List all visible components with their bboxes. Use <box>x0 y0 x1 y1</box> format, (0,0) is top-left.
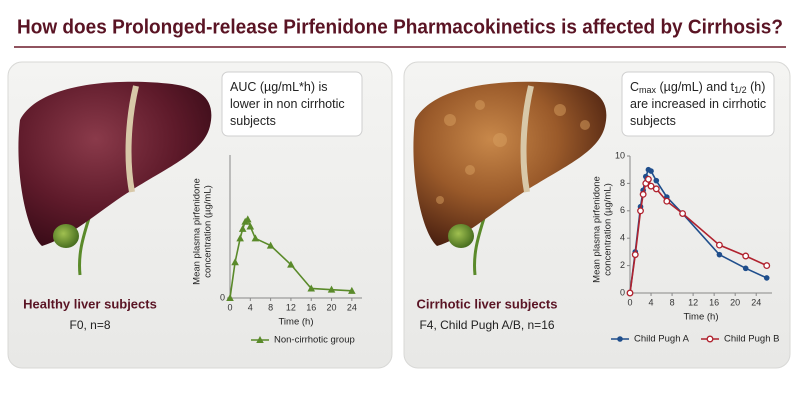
callout-segment: are increased in cirrhotic <box>630 97 766 111</box>
y-axis-label: Mean plasma pirfenidone <box>192 178 203 285</box>
x-axis-label: Time (h) <box>683 312 718 323</box>
callout-segment: (µg/mL) and t <box>656 80 735 94</box>
marker <box>644 175 652 183</box>
x-tick-label: 12 <box>688 297 698 307</box>
marker <box>266 241 275 249</box>
x-tick-label: 8 <box>670 297 675 307</box>
marker <box>226 294 234 301</box>
marker <box>626 289 634 297</box>
marker <box>653 177 660 184</box>
x-tick-label: 0 <box>227 302 232 312</box>
x-tick-label: 24 <box>751 297 761 307</box>
marker <box>716 251 723 258</box>
x-tick-label: 4 <box>649 297 654 307</box>
marker <box>287 260 295 268</box>
marker <box>327 285 336 293</box>
callout-segment: C <box>630 80 639 94</box>
marker <box>648 168 654 174</box>
x-tick-label: 16 <box>709 297 719 307</box>
y-tick-label: 0 <box>620 287 625 297</box>
marker <box>742 265 749 272</box>
marker <box>647 182 655 190</box>
marker <box>238 224 247 232</box>
callout-segment: AUC (µg/mL*h) is <box>230 80 328 94</box>
healthy-liver <box>18 81 212 276</box>
legend-label: Non-cirrhotic group <box>274 335 355 346</box>
y-axis-label: concentration (µg/mL) <box>603 183 614 276</box>
cirrhotic-liver <box>413 81 607 276</box>
legend-label: Child Pugh B <box>724 334 779 345</box>
x-tick-label: 12 <box>286 302 296 312</box>
legend-marker <box>256 336 264 343</box>
marker <box>251 234 260 242</box>
marker <box>246 222 255 230</box>
x-tick-label: 8 <box>268 302 273 312</box>
page-title: How does Prolonged-release Pirfenidone P… <box>17 16 783 38</box>
x-tick-label: 16 <box>306 302 316 312</box>
marker <box>652 185 660 193</box>
y-tick-label: 4 <box>620 233 625 243</box>
callout-text: lower in non cirrhotic <box>230 97 345 111</box>
y-axis-label: concentration (µg/mL) <box>203 185 214 278</box>
marker <box>679 210 687 217</box>
marker <box>236 234 244 242</box>
x-tick-label: 0 <box>627 297 632 307</box>
y-tick-label: 0 <box>220 292 225 302</box>
y-tick-label: 10 <box>615 150 625 160</box>
callout-text: subjects <box>630 114 676 128</box>
callout-box <box>621 71 775 137</box>
callout-text: are increased in cirrhotic <box>630 97 766 111</box>
marker <box>348 286 356 294</box>
legend-marker <box>706 335 714 343</box>
legend-label: Child Pugh A <box>634 334 690 345</box>
callout-text: AUC (µg/mL*h) is <box>230 80 328 94</box>
callout-segment: subjects <box>630 114 676 128</box>
x-tick-label: 24 <box>347 302 357 312</box>
y-tick-label: 2 <box>620 260 625 270</box>
legend-marker <box>617 336 623 342</box>
panel-caption: Cirrhotic liver subjects <box>417 296 558 311</box>
callout-segment: subjects <box>230 114 276 128</box>
marker <box>715 241 723 249</box>
panel-subcaption: F0, n=8 <box>69 318 110 332</box>
callout-box <box>221 71 363 137</box>
subscript: 1/2 <box>734 85 747 95</box>
x-tick-label: 4 <box>248 302 253 312</box>
marker <box>763 262 771 270</box>
marker <box>231 258 239 266</box>
marker <box>742 252 750 260</box>
subscript: max <box>639 85 657 95</box>
marker <box>307 284 316 292</box>
x-axis-label: Time (h) <box>278 317 313 328</box>
panel-caption: Healthy liver subjects <box>23 296 157 311</box>
callout-text: Cmax (µg/mL) and t1/2 (h) <box>630 80 765 95</box>
callout-segment: (h) <box>747 80 766 94</box>
callout-text: subjects <box>230 114 276 128</box>
marker <box>763 275 770 281</box>
y-axis-label: Mean plasma pirfenidone <box>592 176 603 283</box>
y-tick-label: 8 <box>620 178 625 188</box>
x-tick-label: 20 <box>327 302 337 312</box>
marker <box>663 197 671 205</box>
marker <box>631 251 639 259</box>
marker <box>637 207 644 215</box>
callout-segment: lower in non cirrhotic <box>230 97 345 111</box>
marker <box>639 190 647 198</box>
y-tick-label: 6 <box>620 205 625 215</box>
marker <box>243 215 252 223</box>
x-tick-label: 20 <box>730 297 740 307</box>
panel-subcaption: F4, Child Pugh A/B, n=16 <box>419 318 554 332</box>
